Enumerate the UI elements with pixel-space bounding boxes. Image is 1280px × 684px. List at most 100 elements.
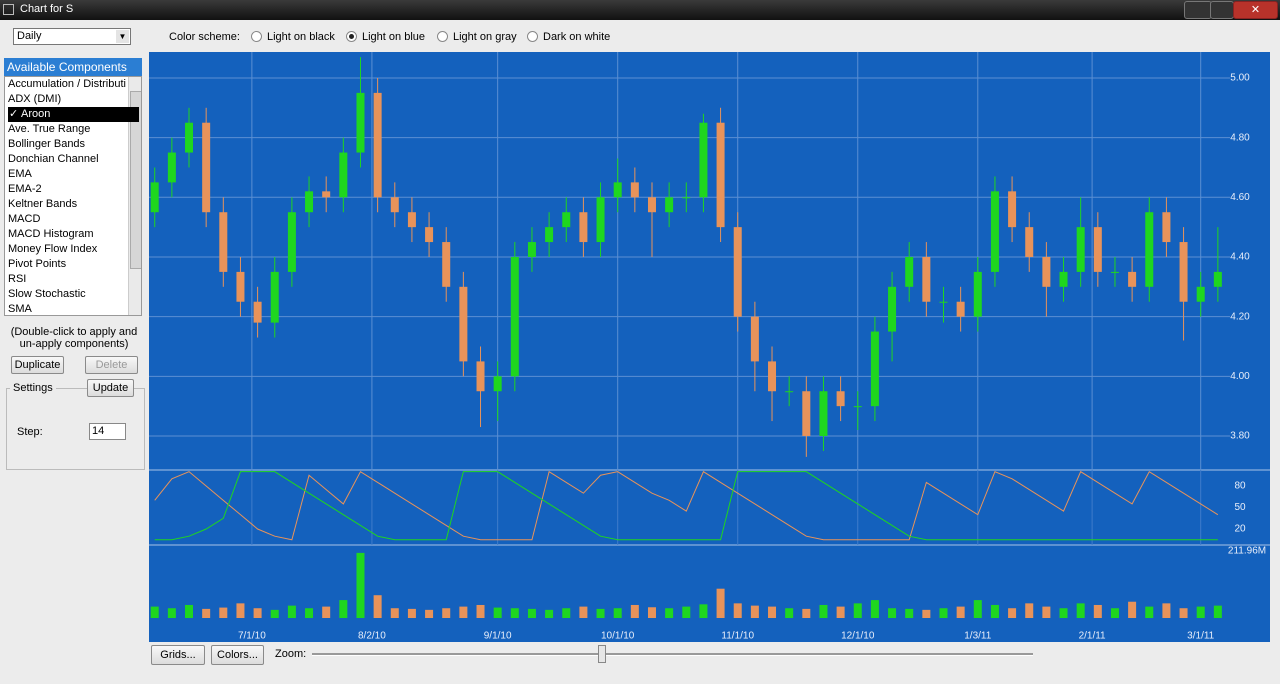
period-dropdown[interactable]: Daily ▼ bbox=[13, 28, 131, 45]
radio-button[interactable] bbox=[251, 31, 262, 42]
list-item[interactable]: MACD bbox=[8, 213, 41, 225]
list-item[interactable]: ADX (DMI) bbox=[8, 93, 62, 105]
volume-bar bbox=[819, 604, 828, 618]
components-list: Accumulation / Distributio ADX (DMI) Aroon… bbox=[4, 76, 142, 316]
list-item[interactable]: Bollinger Bands bbox=[8, 138, 86, 150]
list-item[interactable]: Donchian Channel bbox=[8, 153, 99, 165]
x-tick-label: 12/1/10 bbox=[841, 631, 875, 642]
candle-body bbox=[682, 197, 691, 199]
volume-bar bbox=[1110, 608, 1119, 618]
volume-bar bbox=[150, 606, 159, 618]
radio-button[interactable] bbox=[346, 31, 357, 42]
volume-bar bbox=[1025, 603, 1034, 618]
radio-label: Dark on white bbox=[543, 31, 611, 43]
duplicate-button[interactable]: Duplicate bbox=[11, 356, 64, 374]
list-item[interactable]: Ave. True Range bbox=[8, 123, 91, 135]
volume-bar bbox=[973, 600, 982, 618]
volume-bar bbox=[613, 608, 622, 618]
close-button[interactable]: ✕ bbox=[1233, 1, 1278, 19]
list-item[interactable]: MACD Histogram bbox=[8, 228, 94, 240]
candle-body bbox=[768, 361, 777, 392]
volume-bar bbox=[1145, 606, 1154, 618]
candle-body bbox=[425, 227, 434, 243]
list-item[interactable]: Accumulation / Distributio bbox=[8, 78, 126, 90]
volume-bar bbox=[493, 607, 502, 618]
volume-bar bbox=[1162, 603, 1171, 618]
candle-body bbox=[1110, 271, 1119, 273]
volume-bar bbox=[579, 606, 588, 618]
list-item[interactable]: Money Flow Index bbox=[8, 243, 98, 255]
volume-bar bbox=[510, 608, 519, 618]
radio-button[interactable] bbox=[527, 31, 538, 42]
volume-bar bbox=[373, 595, 382, 618]
chart-background bbox=[149, 52, 1270, 642]
volume-bar bbox=[870, 600, 879, 618]
aroon-line bbox=[154, 470, 1219, 541]
candle-body bbox=[973, 271, 982, 317]
x-tick-label: 3/1/11 bbox=[1187, 631, 1214, 642]
candle-body bbox=[527, 242, 536, 257]
y-tick-label: 4.60 bbox=[1230, 192, 1250, 203]
candle-body bbox=[202, 122, 211, 213]
color-scheme-label: Color scheme: bbox=[169, 31, 240, 43]
candle-body bbox=[630, 182, 639, 198]
radio-label: Light on blue bbox=[362, 31, 425, 43]
x-tick-label: 7/1/10 bbox=[238, 631, 266, 642]
volume-bar bbox=[442, 608, 451, 618]
volume-bar bbox=[853, 603, 862, 618]
y-tick-label: 4.20 bbox=[1230, 311, 1250, 322]
list-item[interactable]: RSI bbox=[8, 273, 27, 285]
delete-button[interactable]: Delete bbox=[85, 356, 138, 374]
candle-body bbox=[1162, 212, 1171, 243]
candle-body bbox=[819, 391, 828, 436]
candle-body bbox=[185, 122, 194, 153]
candle-body bbox=[1093, 227, 1102, 272]
candle-body bbox=[785, 391, 794, 393]
scrollbar[interactable] bbox=[128, 77, 141, 315]
candle-body bbox=[836, 391, 845, 407]
update-button[interactable]: Update bbox=[87, 379, 134, 397]
radio-label: Light on gray bbox=[453, 31, 517, 43]
list-item[interactable]: Pivot Points bbox=[8, 258, 67, 270]
volume-bar bbox=[425, 609, 434, 618]
list-item[interactable]: Slow Stochastic bbox=[8, 288, 86, 300]
step-label: Step: bbox=[17, 426, 43, 438]
volume-bar bbox=[922, 609, 931, 618]
volume-bar bbox=[356, 552, 365, 618]
volume-bar bbox=[1042, 606, 1051, 618]
volume-bar bbox=[562, 608, 571, 618]
candle-body bbox=[442, 242, 451, 287]
candle-body bbox=[493, 376, 502, 392]
colors-button[interactable]: Colors... bbox=[211, 645, 264, 665]
candle-body bbox=[870, 331, 879, 407]
note-line: (Double-click to apply and bbox=[10, 326, 138, 338]
volume-bar bbox=[956, 606, 965, 618]
x-tick-label: 11/1/10 bbox=[721, 631, 754, 642]
candle-body bbox=[905, 256, 914, 287]
candle-body bbox=[665, 197, 674, 213]
radio-button[interactable] bbox=[437, 31, 448, 42]
volume-bar bbox=[716, 588, 725, 618]
list-item[interactable]: EMA-2 bbox=[8, 183, 42, 195]
candle-body bbox=[545, 227, 554, 243]
volume-bar bbox=[545, 609, 554, 618]
list-item[interactable]: Keltner Bands bbox=[8, 198, 78, 210]
x-tick-label: 1/3/11 bbox=[964, 631, 991, 642]
candle-body bbox=[1213, 271, 1222, 287]
step-input[interactable]: 14 bbox=[89, 423, 126, 440]
volume-bar bbox=[768, 606, 777, 618]
list-item[interactable]: SMA bbox=[8, 303, 32, 315]
volume-bar bbox=[390, 608, 399, 618]
candle-body bbox=[579, 212, 588, 243]
volume-bar bbox=[339, 600, 348, 618]
list-item[interactable]: Aroon bbox=[8, 107, 139, 122]
grids-button[interactable]: Grids... bbox=[151, 645, 205, 665]
candle-body bbox=[339, 152, 348, 198]
list-item[interactable]: EMA bbox=[8, 168, 32, 180]
volume-bar bbox=[527, 608, 536, 618]
radio-label: Light on black bbox=[267, 31, 335, 43]
candle-body bbox=[219, 212, 228, 272]
zoom-thumb[interactable] bbox=[598, 645, 606, 663]
candle-body bbox=[853, 406, 862, 408]
